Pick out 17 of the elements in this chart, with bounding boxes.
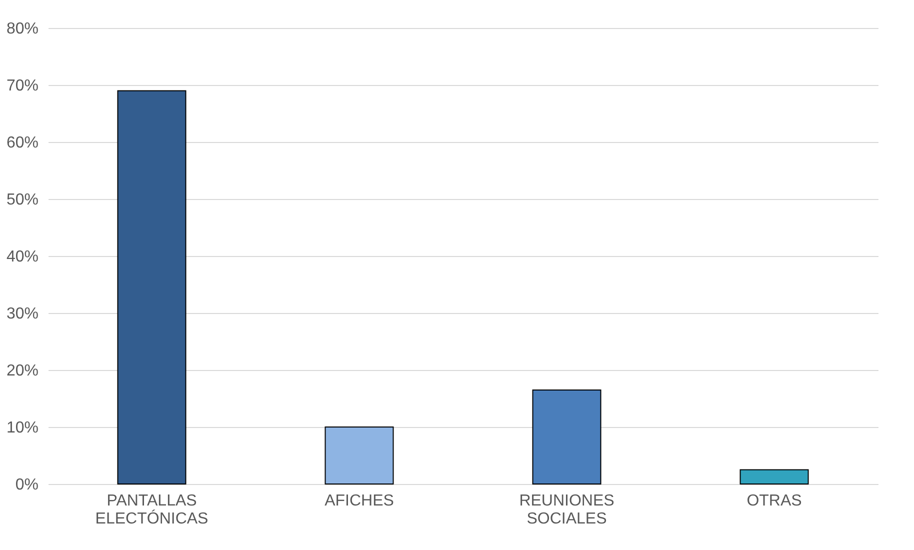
y-tick-label: 50% xyxy=(6,192,38,208)
bar xyxy=(117,90,186,484)
y-tick-label: 60% xyxy=(6,134,38,152)
y-tick-label: 0% xyxy=(15,476,38,494)
y-tick-label: 70% xyxy=(6,78,38,94)
bar xyxy=(740,469,809,484)
x-tick-label: AFICHES xyxy=(324,492,394,510)
y-tick-label: 20% xyxy=(6,362,38,380)
x-tick-label: OTRAS xyxy=(746,492,802,510)
bar xyxy=(532,389,602,484)
x-tick-label: REUNIONES SOCIALES xyxy=(519,492,614,528)
y-tick-label: 40% xyxy=(6,248,38,266)
y-tick-label: 10% xyxy=(6,420,38,436)
bar xyxy=(324,426,394,484)
y-tick-label: 30% xyxy=(6,306,38,322)
x-tick-label: PANTALLAS ELECTÓNICAS xyxy=(95,492,208,528)
y-tick-label: 80% xyxy=(6,20,38,38)
